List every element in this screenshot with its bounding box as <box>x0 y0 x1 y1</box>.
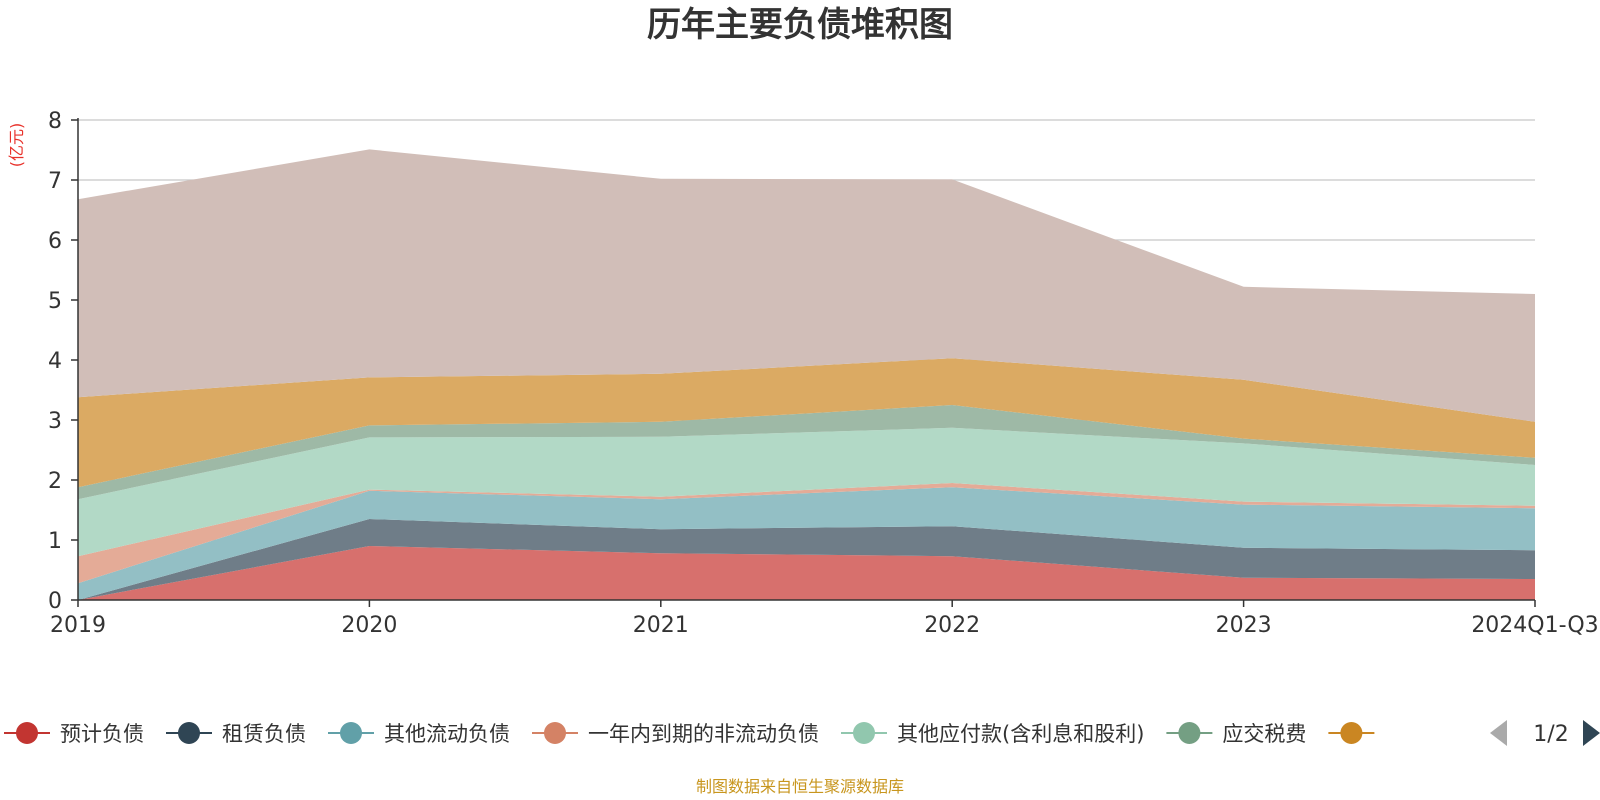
area-series-7 <box>78 358 1535 488</box>
x-tick-label-2020: 2020 <box>341 613 397 638</box>
area-series-2 <box>78 519 1535 600</box>
legend-marker-4 <box>544 722 566 744</box>
legend-next-page-icon[interactable] <box>1583 720 1600 746</box>
y-tick-label-5: 5 <box>48 289 62 314</box>
data-source-note: 制图数据来自恒生聚源数据库 <box>696 777 904 796</box>
legend-item-4[interactable]: 一年内到期的非流动负债 <box>532 722 819 746</box>
y-tick-label-0: 0 <box>48 589 62 614</box>
y-unit-label: (亿元) <box>7 123 26 168</box>
legend-item-5[interactable]: 其他应付款(含利息和股利) <box>841 722 1144 746</box>
legend-label-1: 预计负债 <box>60 722 144 746</box>
legend-page-indicator: 1/2 <box>1533 722 1568 747</box>
area-series-8 <box>78 149 1535 422</box>
legend-marker-1 <box>16 722 38 744</box>
legend-label-6: 应交税费 <box>1222 722 1306 746</box>
y-tick-label-1: 1 <box>48 529 62 554</box>
chart-title: 历年主要负债堆积图 <box>647 5 953 45</box>
y-tick-label-7: 7 <box>48 169 62 194</box>
legend-item-1[interactable]: 预计负债 <box>4 722 144 746</box>
legend-item-7[interactable] <box>1328 722 1375 744</box>
area-series-6 <box>78 405 1535 500</box>
legend-label-4: 一年内到期的非流动负债 <box>588 722 819 746</box>
legend-marker-7 <box>1340 722 1363 744</box>
legend-label-2: 租赁负债 <box>222 722 306 746</box>
legend-marker-6 <box>1178 722 1201 744</box>
axes: 0 1 2 3 4 5 6 7 8 2019 2020 2021 2022 2023 2024Q1-Q3 <box>48 109 1599 638</box>
legend-label-5: 其他应付款(含利息和股利) <box>897 722 1144 746</box>
legend-item-6[interactable]: 应交税费 <box>1166 722 1306 746</box>
y-tick-label-8: 8 <box>48 109 62 134</box>
legend-prev-page-icon[interactable] <box>1490 720 1507 746</box>
x-tick-label-2024Q1-Q3: 2024Q1-Q3 <box>1471 613 1598 638</box>
legend-item-3[interactable]: 其他流动负债 <box>328 722 510 746</box>
y-tick-label-4: 4 <box>48 349 62 374</box>
legend-marker-5 <box>853 722 875 744</box>
legend-marker-2 <box>178 722 200 744</box>
area-series-5 <box>78 427 1535 557</box>
area-series-3 <box>78 487 1535 600</box>
area-series-1 <box>78 546 1535 600</box>
y-tick-label-3: 3 <box>48 409 62 434</box>
x-tick-label-2019: 2019 <box>50 613 106 638</box>
x-tick-label-2022: 2022 <box>924 613 980 638</box>
legend-item-2[interactable]: 租赁负债 <box>166 722 306 746</box>
legend-label-3: 其他流动负债 <box>384 722 510 746</box>
x-tick-label-2021: 2021 <box>633 613 689 638</box>
legend-marker-3 <box>340 722 362 744</box>
y-tick-label-2: 2 <box>48 469 62 494</box>
area-series <box>78 149 1535 600</box>
x-tick-label-2023: 2023 <box>1216 613 1272 638</box>
legend: 预计负债 租赁负债 其他流动负债 一年内到期的非流动负债 其他应付款(含利息和股利) 应交… <box>4 722 1375 746</box>
y-tick-label-6: 6 <box>48 229 62 254</box>
